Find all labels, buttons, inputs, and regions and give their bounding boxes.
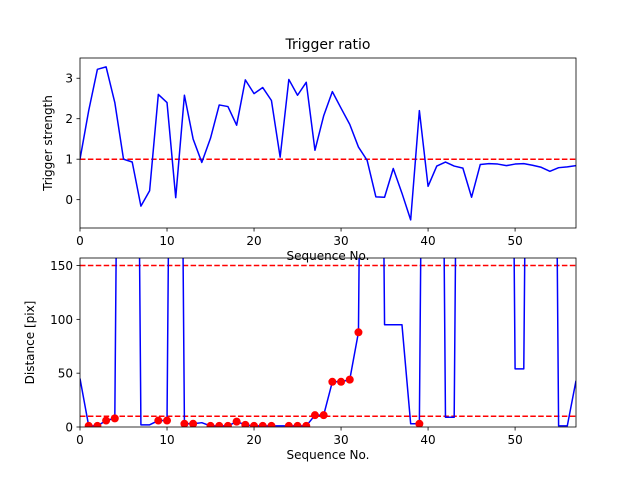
y-tick-label: 150 — [50, 259, 73, 273]
data-point — [232, 417, 241, 426]
data-point — [284, 421, 293, 427]
x-tick-label: 40 — [420, 433, 435, 447]
data-point — [415, 419, 424, 427]
y-tick-label: 1 — [65, 153, 73, 167]
data-point — [328, 377, 337, 386]
x-tick-label: 30 — [333, 433, 348, 447]
y-axis-label: Trigger strength — [41, 95, 55, 192]
plot-area-2 — [80, 258, 576, 427]
data-point — [102, 416, 111, 425]
data-point — [310, 411, 319, 420]
data-point — [215, 421, 224, 427]
data-point — [354, 328, 363, 337]
data-point — [154, 416, 163, 425]
x-axis-label: Sequence No. — [287, 249, 370, 263]
y-tick-label: 2 — [65, 112, 73, 126]
data-point — [189, 419, 198, 427]
x-tick-label: 0 — [76, 234, 84, 248]
y-tick-label: 100 — [50, 313, 73, 327]
data-point — [258, 421, 267, 427]
y-tick-label: 0 — [65, 421, 73, 435]
x-tick-label: 50 — [507, 234, 522, 248]
data-point — [293, 421, 302, 427]
data-point — [241, 420, 250, 427]
y-tick-label: 3 — [65, 72, 73, 86]
x-tick-label: 50 — [507, 433, 522, 447]
y-tick-label: 50 — [58, 367, 73, 381]
series-line — [80, 258, 576, 427]
data-point — [206, 421, 215, 427]
y-tick-label: 0 — [65, 193, 73, 207]
data-point — [250, 421, 259, 427]
axes-frame — [79, 57, 577, 229]
data-point — [84, 421, 93, 427]
data-point — [223, 421, 232, 427]
x-tick-label: 20 — [246, 433, 261, 447]
x-tick-label: 40 — [420, 234, 435, 248]
data-point — [180, 419, 189, 427]
x-tick-label: 10 — [159, 234, 174, 248]
data-point — [93, 421, 102, 427]
data-point — [337, 377, 346, 386]
y-axis-label: Distance [pix] — [23, 301, 37, 385]
series-line — [80, 66, 576, 221]
plot-area-1 — [80, 66, 576, 221]
chart-2: 0 10 20 30 40 50 0 50 100 150 Sequence No. Distance… — [23, 257, 577, 462]
data-point — [345, 375, 354, 384]
chart-1: 0 10 20 30 40 50 0 1 2 3 Trigger ratio Sequence No.… — [41, 37, 577, 263]
chart-title: Trigger ratio — [284, 37, 370, 53]
data-point — [319, 411, 328, 420]
x-axis-label: Sequence No. — [287, 448, 370, 462]
x-tick-label: 30 — [333, 234, 348, 248]
axes-frame — [79, 257, 577, 428]
data-point — [110, 414, 119, 423]
x-tick-label: 20 — [246, 234, 261, 248]
x-tick-label: 10 — [159, 433, 174, 447]
data-point — [302, 421, 311, 427]
data-point — [267, 421, 276, 427]
data-point — [163, 416, 172, 425]
x-tick-label: 0 — [76, 433, 84, 447]
